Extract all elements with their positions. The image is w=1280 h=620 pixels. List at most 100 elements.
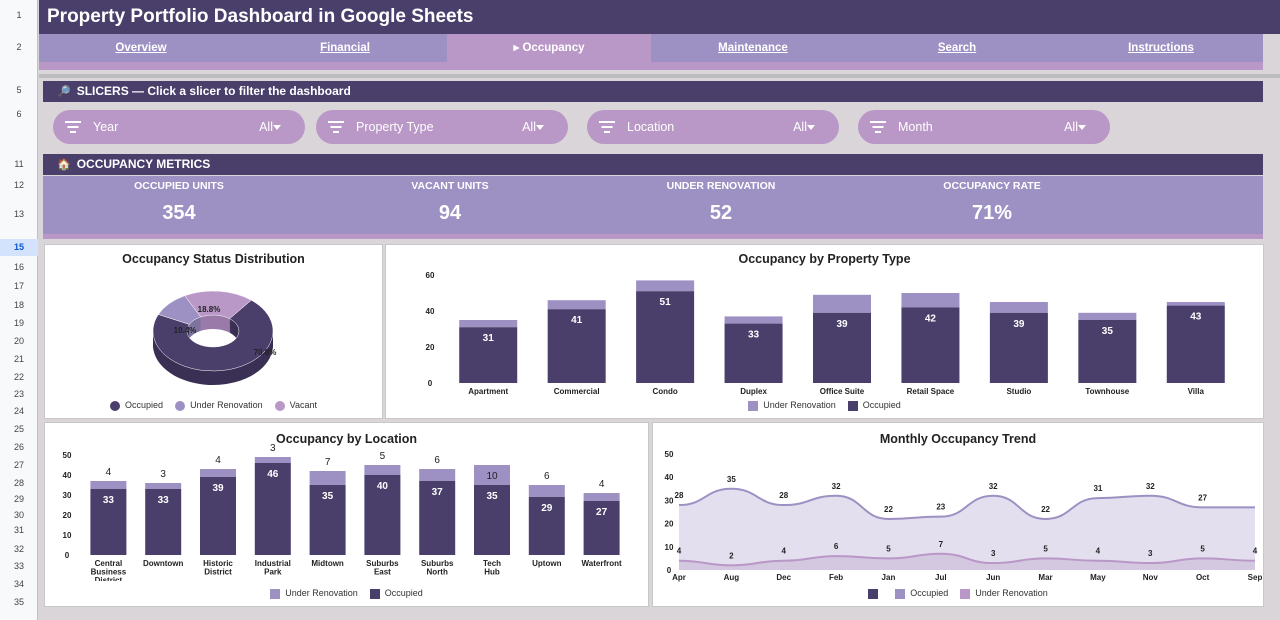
row-number[interactable]: 15	[0, 239, 38, 256]
chevron-down-icon[interactable]	[1078, 125, 1086, 130]
legend-item[interactable]	[868, 588, 883, 599]
bar-renovation[interactable]	[547, 300, 606, 310]
pie-slice-vacant[interactable]	[184, 290, 252, 319]
bar-renovation[interactable]	[364, 465, 401, 475]
bar-renovation[interactable]	[636, 280, 695, 292]
bar-renovation[interactable]	[200, 469, 236, 477]
bar-occupied[interactable]	[989, 312, 1048, 383]
frozen-row-divider[interactable]	[39, 74, 1280, 78]
bar-renovation[interactable]	[1078, 312, 1137, 320]
bar-renovation[interactable]	[989, 302, 1048, 313]
row-number[interactable]: 5	[16, 85, 22, 95]
bar-renovation[interactable]	[901, 293, 960, 308]
status-distribution-panel[interactable]: Occupancy Status Distribution 70.8% 10.4%…	[44, 244, 383, 419]
legend-item[interactable]: Under Renovation	[960, 588, 1048, 599]
legend-item[interactable]: Under Renovation	[748, 400, 836, 411]
row-number[interactable]: 22	[13, 372, 24, 382]
bar-occupied[interactable]	[1166, 305, 1225, 383]
slicer-value[interactable]: All	[1064, 120, 1078, 134]
property-type-panel[interactable]: Occupancy by Property Type 0 20 40 60 31 Apar…	[385, 244, 1264, 419]
bar-occupied[interactable]	[1078, 320, 1137, 383]
bar-occupied[interactable]	[528, 497, 565, 555]
chevron-down-icon[interactable]	[536, 125, 544, 130]
bar-renovation[interactable]	[583, 493, 620, 501]
tab-instructions[interactable]: Instructions	[1128, 42, 1194, 54]
legend-item[interactable]: Under Renovation	[270, 588, 358, 599]
row-number[interactable]: 32	[13, 544, 24, 554]
tab-search[interactable]: Search	[937, 42, 977, 54]
slicer-value[interactable]: All	[259, 120, 273, 134]
slicer-year[interactable]: Year All	[53, 110, 305, 144]
bar-renovation[interactable]	[474, 465, 510, 485]
row-number[interactable]: 28	[13, 478, 24, 488]
row-number[interactable]: 31	[13, 525, 24, 535]
row-number[interactable]: 18	[13, 300, 24, 310]
slicer-location[interactable]: Location All	[587, 110, 839, 144]
tab-financial[interactable]: Financial	[320, 42, 370, 54]
bar-occupied[interactable]	[724, 323, 783, 383]
row-number[interactable]: 21	[13, 354, 24, 364]
bar-occupied[interactable]	[813, 312, 871, 383]
row-number[interactable]: 27	[13, 460, 24, 470]
location-panel[interactable]: Occupancy by Location 0 10 20 30 40 50 33 4 Cent…	[44, 422, 649, 607]
row-number[interactable]: 17	[13, 281, 24, 291]
monthly-trend-panel[interactable]: Monthly Occupancy Trend 0 10 20 30 40 50 28 35 2…	[652, 422, 1264, 607]
row-number[interactable]: 35	[13, 597, 24, 607]
row-number[interactable]: 11	[14, 159, 24, 169]
row-number[interactable]: 23	[13, 389, 24, 399]
bar-renovation[interactable]	[90, 481, 127, 489]
legend-item[interactable]: Occupied	[895, 588, 948, 599]
legend-item[interactable]: Occupied	[847, 400, 901, 411]
bar-occupied[interactable]	[547, 309, 606, 383]
line-occupied[interactable]	[678, 487, 1255, 520]
row-number[interactable]: 12	[13, 180, 24, 190]
bar-renovation[interactable]	[459, 320, 518, 328]
slicer-property-type[interactable]: Property Type All	[316, 110, 568, 144]
bar-occupied[interactable]	[309, 485, 346, 555]
bar-occupied[interactable]	[419, 481, 456, 555]
tab-occupancy[interactable]: ▸ Occupancy	[447, 34, 651, 62]
chevron-down-icon[interactable]	[807, 125, 815, 130]
row-number[interactable]: 33	[13, 561, 24, 571]
bar-renovation[interactable]	[724, 316, 783, 324]
row-number[interactable]: 2	[16, 42, 22, 52]
bar-renovation[interactable]	[1166, 302, 1225, 306]
row-number[interactable]: 26	[13, 442, 24, 452]
row-number[interactable]: 30	[13, 510, 24, 520]
bar-renovation[interactable]	[254, 457, 291, 463]
bar-occupied[interactable]	[901, 307, 960, 383]
bar-occupied[interactable]	[583, 501, 620, 555]
tab-overview[interactable]: Overview	[115, 42, 167, 54]
row-number[interactable]: 19	[13, 318, 24, 328]
slicer-month[interactable]: Month All	[858, 110, 1110, 144]
pie-slice-occupied[interactable]	[152, 299, 274, 372]
legend-item[interactable]: Under Renovation	[175, 400, 263, 411]
row-number[interactable]: 29	[13, 494, 24, 504]
row-number[interactable]: 25	[13, 424, 24, 434]
legend-item[interactable]: Occupied	[369, 588, 423, 599]
legend-item[interactable]: Vacant	[274, 400, 317, 411]
slicer-value[interactable]: All	[793, 120, 807, 134]
row-number[interactable]: 6	[16, 109, 22, 119]
bar-occupied[interactable]	[90, 489, 127, 555]
legend-item[interactable]: Occupied	[110, 400, 163, 411]
row-number[interactable]: 1	[16, 10, 22, 20]
line-renovation[interactable]	[678, 552, 1256, 567]
bar-renovation[interactable]	[145, 483, 182, 489]
bar-occupied[interactable]	[459, 327, 518, 383]
chevron-down-icon[interactable]	[273, 125, 281, 130]
bar-occupied[interactable]	[200, 477, 236, 555]
tab-maintenance[interactable]: Maintenance	[718, 42, 788, 54]
bar-renovation[interactable]	[309, 471, 346, 485]
row-number[interactable]: 20	[13, 336, 24, 346]
bar-occupied[interactable]	[364, 475, 401, 555]
row-number[interactable]: 13	[13, 209, 24, 219]
bar-renovation[interactable]	[419, 469, 456, 481]
row-number[interactable]: 24	[13, 406, 24, 416]
bar-renovation[interactable]	[813, 294, 871, 313]
bar-renovation[interactable]	[528, 485, 565, 497]
slicer-value[interactable]: All	[522, 120, 536, 134]
bar-occupied[interactable]	[254, 463, 291, 555]
row-number[interactable]: 34	[13, 579, 24, 589]
bar-occupied[interactable]	[636, 291, 695, 383]
